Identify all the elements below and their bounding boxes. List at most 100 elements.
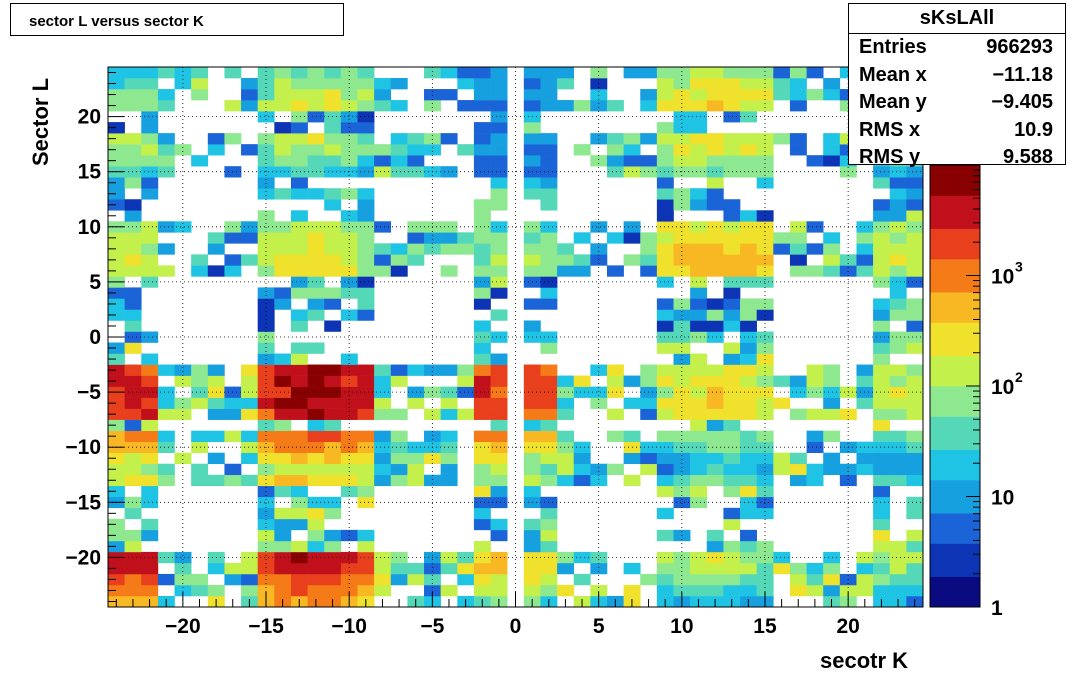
- heatmap-cell: [723, 254, 741, 266]
- heatmap-cell: [640, 155, 658, 167]
- heatmap-cell: [606, 463, 624, 476]
- heatmap-cell: [723, 507, 741, 520]
- heatmap-cell: [290, 430, 308, 442]
- heatmap-cell: [141, 166, 159, 178]
- heatmap-cell: [740, 375, 757, 387]
- colorbar-segment: [930, 557, 980, 561]
- heatmap-cell: [540, 254, 558, 266]
- heatmap-cell: [307, 298, 325, 310]
- heatmap-cell: [424, 584, 441, 597]
- heatmap-cell: [357, 463, 375, 476]
- heatmap-cell: [723, 518, 741, 531]
- heatmap-cell: [473, 408, 491, 420]
- colorbar-segment: [930, 245, 980, 249]
- heatmap-cell: [124, 430, 142, 442]
- heatmap-cell: [274, 67, 292, 79]
- heatmap-cell: [789, 144, 807, 156]
- heatmap-cell: [457, 408, 475, 420]
- heatmap-cell: [124, 342, 142, 354]
- heatmap-cell: [789, 254, 807, 266]
- heatmap-cell: [141, 78, 159, 90]
- heatmap-cell: [307, 397, 325, 409]
- heatmap-cell: [573, 573, 591, 586]
- heatmap-cell: [257, 287, 275, 299]
- heatmap-cell: [241, 78, 258, 90]
- heatmap-cell: [357, 122, 375, 134]
- heatmap-cell: [557, 375, 575, 387]
- colorbar-segment: [930, 176, 980, 180]
- heatmap-cell: [157, 430, 175, 442]
- heatmap-cell: [141, 474, 159, 487]
- heatmap-cell: [390, 430, 408, 442]
- heatmap-cell: [906, 298, 924, 310]
- heatmap-cell: [357, 276, 375, 288]
- heatmap-cell: [440, 397, 458, 409]
- heatmap-cell: [723, 221, 741, 233]
- heatmap-cell: [141, 430, 159, 442]
- heatmap-cell: [290, 254, 308, 266]
- heatmap-cell: [490, 551, 508, 564]
- heatmap-cell: [274, 232, 292, 244]
- x-tick-label: 0: [510, 615, 522, 638]
- heatmap-cell: [756, 375, 774, 387]
- heatmap-cell: [656, 474, 674, 487]
- heatmap-cell: [324, 298, 342, 310]
- heatmap-cell: [357, 562, 375, 575]
- heatmap-cell: [523, 584, 541, 597]
- heatmap-cell: [124, 320, 142, 332]
- heatmap-cell: [324, 507, 342, 520]
- heatmap-cell: [573, 232, 591, 244]
- heatmap-cell: [906, 540, 924, 553]
- colorbar-label: 10: [991, 376, 1014, 399]
- heatmap-cell: [740, 353, 757, 365]
- heatmap-cell: [540, 397, 558, 409]
- heatmap-cell: [906, 408, 924, 420]
- heatmap-cell: [141, 386, 159, 398]
- heatmap-cell: [108, 254, 125, 266]
- heatmap-cell: [290, 144, 308, 156]
- heatmap-cell: [473, 430, 491, 442]
- heatmap-cell: [307, 188, 325, 200]
- heatmap-cell: [124, 243, 142, 255]
- heatmap-cell: [723, 452, 741, 465]
- colorbar-segment: [930, 305, 980, 310]
- stats-row-rms-x: RMS x 10.9: [849, 117, 1065, 145]
- heatmap-cell: [324, 144, 342, 156]
- heatmap-cell: [257, 452, 275, 465]
- heatmap-cell: [141, 331, 159, 343]
- heatmap-cell: [640, 100, 658, 112]
- colorbar-segment: [930, 167, 980, 171]
- colorbar-segment: [930, 502, 980, 506]
- heatmap-cell: [740, 89, 757, 101]
- heatmap-cell: [257, 430, 275, 442]
- heatmap-cell: [357, 166, 375, 178]
- heatmap-cell: [756, 430, 774, 442]
- heatmap-cell: [540, 452, 558, 465]
- heatmap-cell: [324, 89, 342, 101]
- heatmap-cell: [789, 100, 807, 112]
- heatmap-cell: [557, 100, 575, 112]
- heatmap-cell: [756, 342, 774, 354]
- heatmap-cell: [590, 386, 608, 398]
- colorbar-segment: [930, 460, 980, 464]
- colorbar-segment: [930, 598, 980, 602]
- heatmap-cell: [723, 397, 741, 409]
- heatmap-cell: [656, 144, 674, 156]
- heatmap-cell: [274, 78, 292, 90]
- heatmap-cell: [540, 100, 558, 112]
- heatmap-cell: [357, 298, 375, 310]
- heatmap-cell: [756, 331, 774, 343]
- heatmap-cell: [374, 254, 392, 266]
- heatmap-cell: [756, 276, 774, 288]
- heatmap-cell: [307, 463, 325, 476]
- heatmap-cell: [906, 463, 924, 476]
- heatmap-cell: [274, 540, 292, 553]
- heatmap-cell: [540, 133, 558, 145]
- colorbar-segment: [930, 256, 980, 260]
- colorbar-segment: [930, 170, 980, 174]
- heatmap-cell: [307, 474, 325, 487]
- heatmap-cell: [340, 232, 358, 244]
- heatmap-cell: [274, 221, 292, 233]
- heatmap-cell: [656, 232, 674, 244]
- stats-row-entries: Entries 966293: [849, 34, 1065, 62]
